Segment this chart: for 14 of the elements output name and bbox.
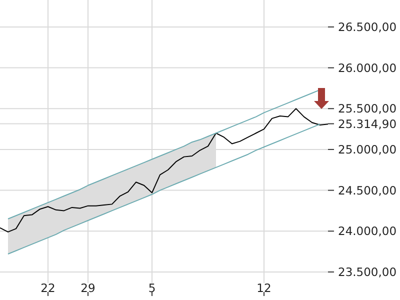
x-tick-label: 29 — [80, 281, 96, 295]
y-tick-label: 25.000,00 — [338, 142, 397, 156]
y-tick-label: 25.314,90 — [338, 116, 397, 131]
y-tick-label: 24.500,00 — [338, 183, 397, 198]
x-tick-label: 12 — [256, 281, 272, 295]
y-tick-label: 23.500,00 — [338, 265, 397, 279]
x-tick-label: 5 — [148, 281, 156, 295]
y-tick-label: 26.500,00 — [338, 20, 397, 34]
y-tick-label: 26.000,00 — [338, 60, 397, 75]
line-series — [8, 124, 320, 255]
line-series — [0, 108, 328, 232]
y-tick-label: 24.000,00 — [338, 224, 397, 238]
x-tick-label: 22 — [40, 281, 56, 295]
y-tick-label: 25.500,00 — [338, 102, 397, 116]
